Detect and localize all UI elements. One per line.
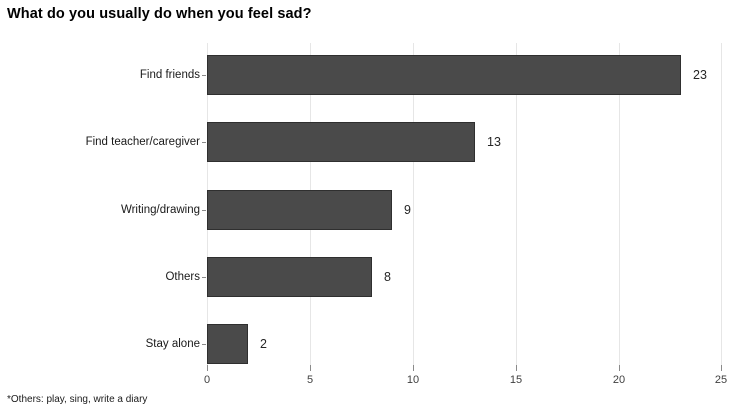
bar	[207, 189, 392, 230]
plot-area	[207, 43, 722, 365]
x-axis-tick	[413, 365, 414, 371]
x-axis-tick-label: 0	[203, 374, 211, 386]
x-axis-tick-label: 20	[612, 374, 626, 386]
x-axis-tick	[619, 365, 620, 371]
category-label: Writing/drawing	[120, 204, 200, 216]
x-axis-tick	[310, 365, 311, 371]
bar	[207, 324, 248, 364]
x-axis-tick	[516, 365, 517, 371]
chart-footnote: *Others: play, sing, write a diary	[7, 394, 148, 405]
x-axis-tick	[207, 365, 208, 371]
y-axis-tick	[202, 277, 206, 278]
x-axis-tick-label: 5	[306, 374, 314, 386]
category-label: Stay alone	[145, 338, 200, 350]
value-label: 13	[487, 135, 501, 149]
y-axis-tick	[202, 344, 206, 345]
bar	[207, 256, 372, 297]
category-label: Others	[165, 271, 200, 283]
value-label: 8	[384, 270, 391, 284]
x-axis-tick-label: 10	[406, 374, 420, 386]
chart-title: What do you usually do when you feel sad…	[7, 6, 312, 22]
value-label: 2	[260, 337, 267, 351]
category-label: Find teacher/caregiver	[85, 136, 200, 148]
y-axis-tick	[202, 75, 206, 76]
gridline	[619, 43, 620, 365]
value-label: 9	[404, 203, 411, 217]
bar	[207, 55, 681, 95]
bar	[207, 122, 475, 163]
x-axis-tick-label: 25	[714, 374, 728, 386]
gridline	[516, 43, 517, 365]
value-label: 23	[693, 68, 707, 82]
gridline	[413, 43, 414, 365]
category-label: Find friends	[139, 69, 200, 81]
y-axis-tick	[202, 210, 206, 211]
gridline	[721, 43, 722, 365]
x-axis-tick	[721, 365, 722, 371]
x-axis-tick-label: 15	[509, 374, 523, 386]
y-axis-tick	[202, 142, 206, 143]
